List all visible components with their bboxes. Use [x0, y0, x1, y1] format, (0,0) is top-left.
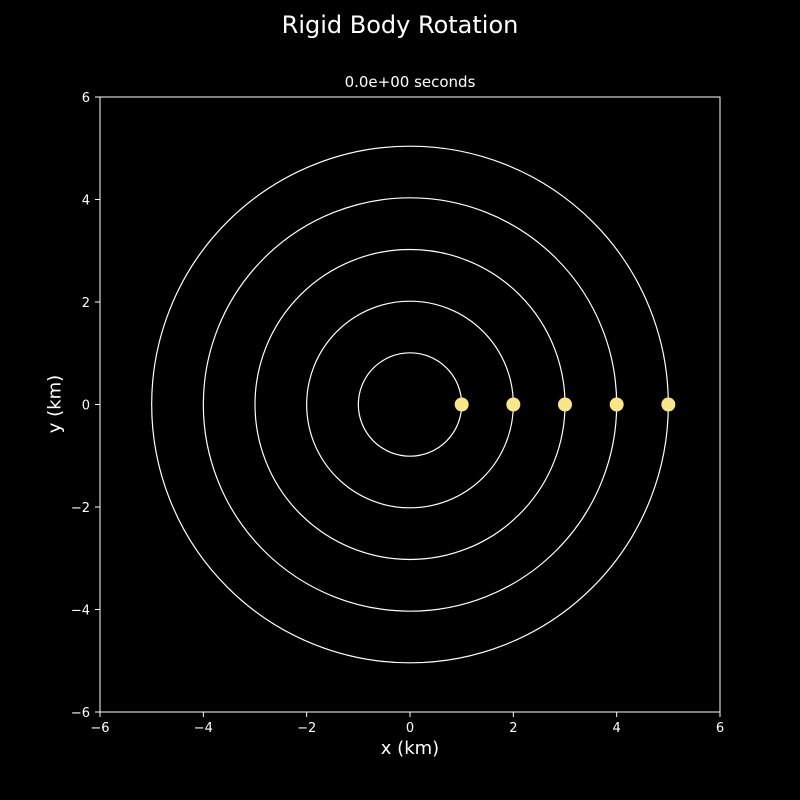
y-tick-label: −2: [71, 501, 90, 516]
y-axis-label: y (km): [44, 374, 66, 434]
data-points: [454, 397, 676, 412]
y-tick-label: 2: [82, 296, 90, 311]
x-tick-label: −4: [194, 721, 213, 736]
x-axis-label: x (km): [380, 738, 440, 759]
x-tick-label: 4: [613, 721, 621, 736]
y-tick-label: −4: [71, 604, 90, 619]
x-tick-label: −6: [90, 721, 109, 736]
data-point-2: [506, 397, 521, 412]
y-tick-label: 0: [82, 399, 90, 414]
x-tick-label: 6: [716, 721, 724, 736]
y-tick-label: 4: [82, 194, 90, 209]
data-point-5: [661, 397, 676, 412]
x-tick-label: −2: [297, 721, 316, 736]
data-point-3: [558, 397, 572, 412]
data-point-1: [454, 397, 469, 412]
y-tick-label: −6: [71, 706, 90, 721]
x-tick-label: 2: [509, 721, 517, 736]
x-axis-ticks: −6 −4 −2 0 2 4 6: [90, 712, 724, 736]
x-tick-label: 0: [406, 721, 414, 736]
data-point-4: [609, 397, 624, 412]
y-tick-label: 6: [82, 91, 90, 106]
axes-title: 0.0e+00 seconds: [344, 73, 476, 91]
figure-title: Rigid Body Rotation: [281, 11, 519, 39]
y-axis-ticks: −6 −4 −2 0 2 4 6: [71, 91, 100, 721]
